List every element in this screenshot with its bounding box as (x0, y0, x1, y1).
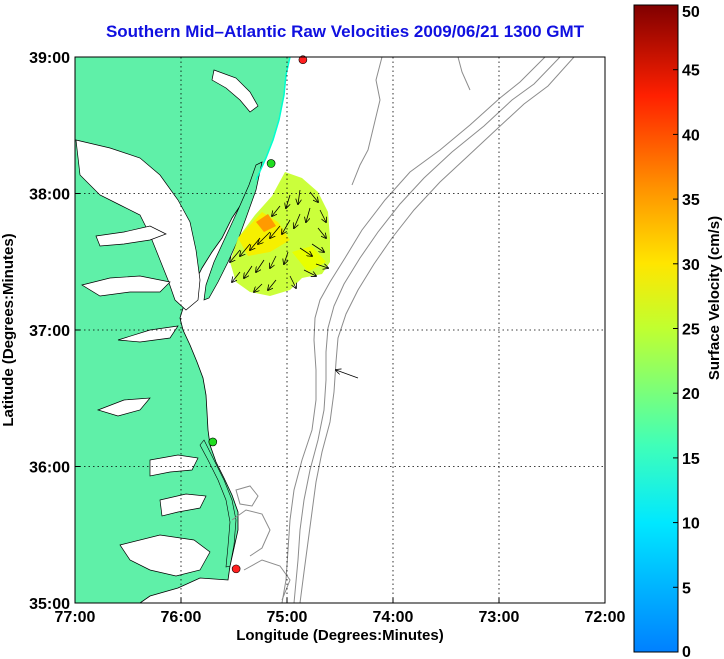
map-grid (75, 57, 605, 603)
velocity-field (230, 172, 359, 379)
x-tick-label: 72:00 (585, 609, 626, 626)
y-tick-label: 37:00 (29, 323, 70, 340)
colorbar-ticks: 0 5 10 15 20 25 30 35 40 45 50 (673, 4, 700, 659)
station-marker (298, 55, 308, 65)
x-tick-label: 74:00 (373, 609, 414, 626)
y-axis-label: Latitude (Degrees:Minutes) (0, 233, 17, 426)
colorbar-scale (633, 4, 679, 653)
station-markers (208, 55, 308, 574)
x-tick-label: 76:00 (161, 609, 202, 626)
station-marker (208, 437, 218, 447)
y-tick-labels: 39:00 38:00 37:00 36:00 35:00 (29, 50, 70, 613)
y-tick-label: 36:00 (29, 460, 70, 477)
x-tick-label: 75:00 (267, 609, 308, 626)
colorbar-tick-label: 45 (682, 63, 700, 80)
tick-marks (74, 56, 606, 604)
colorbar: 0 5 10 15 20 25 30 35 40 45 50 Surface Velocity (c… (633, 4, 723, 659)
colorbar-tick-label: 10 (682, 516, 700, 533)
x-tick-label: 77:00 (55, 609, 96, 626)
x-axis-label: Longitude (Degrees:Minutes) (236, 627, 444, 644)
colorbar-label: Surface Velocity (cm/s) (706, 216, 723, 380)
coastline (255, 57, 291, 181)
colorbar-tick-label: 35 (682, 192, 700, 209)
colorbar-tick-label: 20 (682, 386, 700, 403)
y-tick-label: 38:00 (29, 187, 70, 204)
colorbar-tick-label: 0 (682, 644, 691, 659)
reference-arrow (336, 370, 359, 379)
station-marker (231, 564, 241, 574)
colorbar-tick-label: 15 (682, 451, 700, 468)
x-tick-label: 73:00 (479, 609, 520, 626)
y-tick-label: 35:00 (29, 596, 70, 613)
bathymetry-contours (231, 57, 575, 603)
station-marker (266, 159, 276, 168)
y-tick-label: 39:00 (29, 50, 70, 67)
x-tick-labels: 77:00 76:00 75:00 74:00 73:00 72:00 (55, 609, 626, 626)
colorbar-tick-label: 5 (682, 580, 691, 597)
colorbar-tick-label: 40 (682, 127, 700, 144)
colorbar-tick-label: 25 (682, 322, 700, 339)
water-features (75, 69, 259, 577)
colorbar-tick-label: 50 (682, 4, 700, 21)
colorbar-tick-label: 30 (682, 257, 700, 274)
map-title: Southern Mid–Atlantic Raw Velocities 200… (105, 22, 585, 41)
